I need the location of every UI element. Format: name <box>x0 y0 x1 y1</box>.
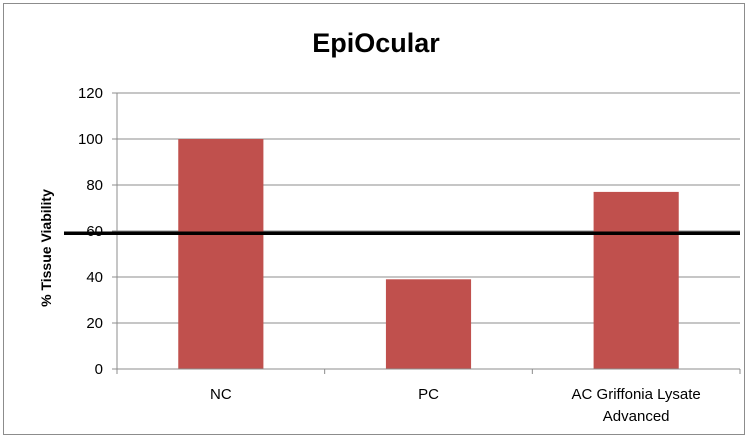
x-tick-label: AC Griffonia Lysate <box>572 386 701 403</box>
chart-title: EpiOcular <box>312 28 440 58</box>
x-tick-label: Advanced <box>603 408 670 425</box>
y-tick-label: 80 <box>86 177 103 194</box>
bar <box>178 139 264 369</box>
bars <box>178 139 679 369</box>
y-tick-label: 60 <box>86 223 103 240</box>
bar <box>593 191 679 369</box>
axes <box>112 92 741 374</box>
y-tick-labels: 0 20 40 60 80 100 120 <box>78 85 103 378</box>
y-tick-label: 0 <box>95 361 103 378</box>
x-tick-labels: NC PC AC Griffonia Lysate Advanced <box>210 386 701 425</box>
bar <box>385 279 472 369</box>
y-tick-label: 40 <box>86 269 103 286</box>
x-tick-label: PC <box>418 386 439 403</box>
y-axis-title: % Tissue Viability <box>38 189 54 307</box>
y-tick-label: 100 <box>78 131 103 148</box>
y-tick-label: 120 <box>78 85 103 102</box>
y-tick-label: 20 <box>86 315 103 332</box>
x-tick-label: NC <box>210 386 232 403</box>
